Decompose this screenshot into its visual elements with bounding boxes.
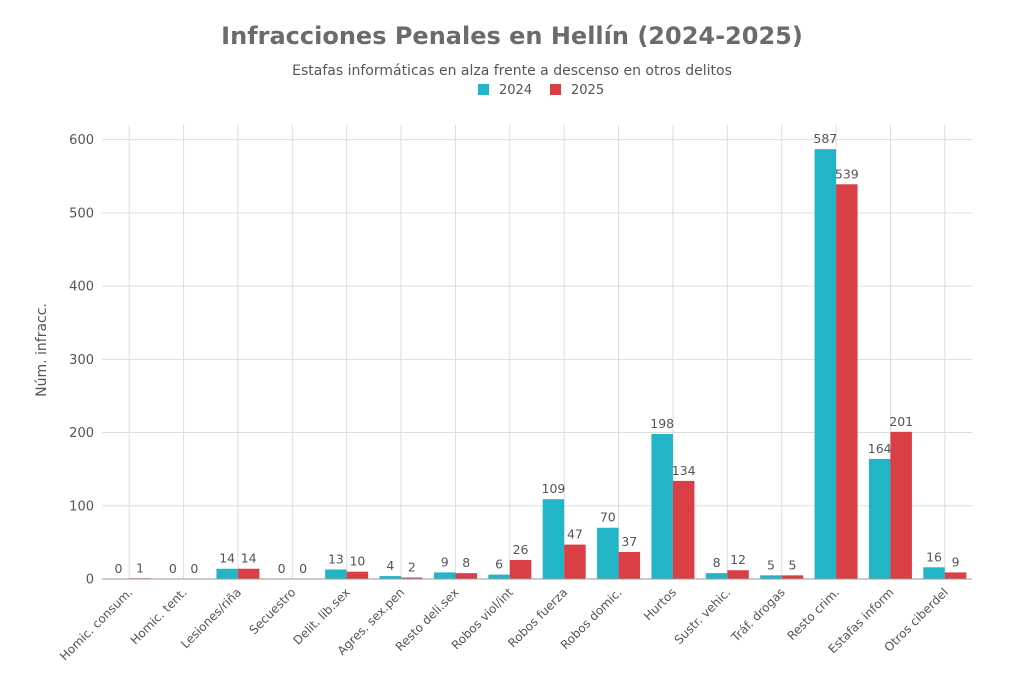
bar-2025-robos-domic bbox=[618, 551, 641, 579]
legend: 2024 2025 bbox=[478, 83, 604, 98]
bar-2025-robos-fuerza bbox=[564, 544, 586, 579]
y-tick-label: 0 bbox=[86, 573, 94, 588]
bar-2025-resto-crim bbox=[836, 184, 858, 579]
legend-swatch-2025 bbox=[550, 84, 561, 95]
y-axis-label: Núm. infracc. bbox=[34, 303, 50, 397]
bar-2025-delit-lib-sex bbox=[346, 571, 369, 579]
data-label-2025-lesiones-rina: 14 bbox=[241, 551, 257, 566]
data-label-2024-robos-fuerza: 109 bbox=[542, 481, 566, 496]
bar-2024-delit-lib-sex bbox=[325, 569, 347, 579]
data-label-2025-agres-sex-pen: 2 bbox=[408, 560, 416, 575]
bar-2024-resto-crim bbox=[814, 149, 837, 579]
data-label-2024-robos-domic: 70 bbox=[600, 510, 616, 525]
data-label-2025-resto-crim: 539 bbox=[835, 166, 859, 181]
x-tick-label-homic-consum: Homic. consum. bbox=[57, 585, 135, 663]
data-label-2025-estafas-inform: 201 bbox=[889, 414, 913, 429]
data-label-2024-robos-viol-int: 6 bbox=[495, 557, 503, 572]
bar-2024-robos-domic bbox=[597, 527, 619, 579]
data-label-2024-resto-deli-sex: 9 bbox=[441, 554, 449, 569]
data-label-2025-homic-consum: 1 bbox=[136, 560, 144, 575]
data-label-2024-sustr-vehic: 8 bbox=[713, 555, 721, 570]
data-label-2024-lesiones-rina: 14 bbox=[219, 551, 235, 566]
x-tick-label-resto-crim: Resto crim. bbox=[784, 585, 842, 643]
data-label-2025-robos-domic: 37 bbox=[621, 534, 637, 549]
bar-2025-sustr-vehic bbox=[727, 570, 749, 579]
chart-subtitle: Estafas informáticas en alza frente a de… bbox=[292, 63, 732, 79]
data-label-2024-agres-sex-pen: 4 bbox=[386, 558, 394, 573]
bar-2024-agres-sex-pen bbox=[379, 576, 402, 579]
data-label-2024-otros-ciberdel: 16 bbox=[926, 549, 942, 564]
data-label-2025-robos-viol-int: 26 bbox=[513, 542, 529, 557]
data-label-2024-secuestro: 0 bbox=[278, 561, 286, 576]
data-label-2024-homic-consum: 0 bbox=[114, 561, 122, 576]
data-label-2024-resto-crim: 587 bbox=[813, 131, 837, 146]
bar-2025-robos-viol-int bbox=[509, 559, 532, 579]
data-label-2025-otros-ciberdel: 9 bbox=[952, 554, 960, 569]
data-label-2024-hurtos: 198 bbox=[650, 416, 674, 431]
bar-2025-lesiones-rina bbox=[237, 568, 260, 579]
data-label-2025-delit-lib-sex: 10 bbox=[349, 554, 365, 569]
bar-2024-sustr-vehic bbox=[705, 573, 728, 579]
x-tick-label-hurtos: Hurtos bbox=[641, 585, 679, 623]
data-label-2025-secuestro: 0 bbox=[299, 561, 307, 576]
data-label-2024-delit-lib-sex: 13 bbox=[328, 551, 344, 566]
chart-title: Infracciones Penales en Hellín (2024-202… bbox=[221, 22, 803, 50]
bar-2024-resto-deli-sex bbox=[433, 572, 456, 579]
y-tick-labels: 0 100 200 300 400 500 600 bbox=[69, 133, 94, 587]
y-tick-label: 300 bbox=[69, 353, 94, 368]
x-tick-labels: Homic. consum.Homic. tent.Lesiones/riña S… bbox=[57, 585, 951, 663]
y-tick-label: 600 bbox=[69, 133, 94, 148]
bars bbox=[129, 149, 967, 579]
x-tick-label-sustr-vehic: Sustr. vehic. bbox=[672, 585, 734, 647]
bar-2025-otros-ciberdel bbox=[944, 572, 967, 579]
data-label-2024-estafas-inform: 164 bbox=[868, 441, 892, 456]
bar-2025-agres-sex-pen bbox=[401, 577, 423, 579]
legend-label-2025: 2025 bbox=[571, 83, 604, 98]
bar-2024-robos-fuerza bbox=[542, 499, 565, 579]
legend-swatch-2024 bbox=[478, 84, 489, 95]
y-tick-label: 500 bbox=[69, 206, 94, 221]
bar-2025-resto-deli-sex bbox=[455, 573, 477, 579]
bar-2024-otros-ciberdel bbox=[923, 567, 945, 579]
y-tick-label: 100 bbox=[69, 499, 94, 514]
bar-2024-traf-drogas bbox=[760, 575, 782, 579]
data-label-2024-homic-tent: 0 bbox=[169, 561, 177, 576]
data-label-2025-sustr-vehic: 12 bbox=[730, 552, 746, 567]
bar-2025-estafas-inform bbox=[890, 431, 912, 579]
bar-2025-hurtos bbox=[672, 480, 695, 579]
data-label-2025-resto-deli-sex: 8 bbox=[462, 555, 470, 570]
data-label-2025-homic-tent: 0 bbox=[190, 561, 198, 576]
y-tick-label: 200 bbox=[69, 426, 94, 441]
data-label-2025-traf-drogas: 5 bbox=[788, 557, 796, 572]
data-label-2024-traf-drogas: 5 bbox=[767, 557, 775, 572]
y-tick-label: 400 bbox=[69, 280, 94, 295]
bar-2024-hurtos bbox=[651, 434, 673, 579]
bar-2024-estafas-inform bbox=[868, 458, 891, 579]
bar-2024-robos-viol-int bbox=[488, 574, 510, 579]
bar-2024-lesiones-rina bbox=[216, 568, 238, 579]
legend-label-2024: 2024 bbox=[499, 83, 532, 98]
data-label-2025-hurtos: 134 bbox=[672, 463, 696, 478]
bar-2025-traf-drogas bbox=[781, 575, 804, 579]
y-gridlines bbox=[102, 139, 972, 507]
x-tick-label-traf-drogas: Tráf. drogas bbox=[728, 585, 788, 645]
x-tick-label-secuestro: Secuestro bbox=[246, 585, 298, 637]
data-label-2025-robos-fuerza: 47 bbox=[567, 527, 583, 542]
